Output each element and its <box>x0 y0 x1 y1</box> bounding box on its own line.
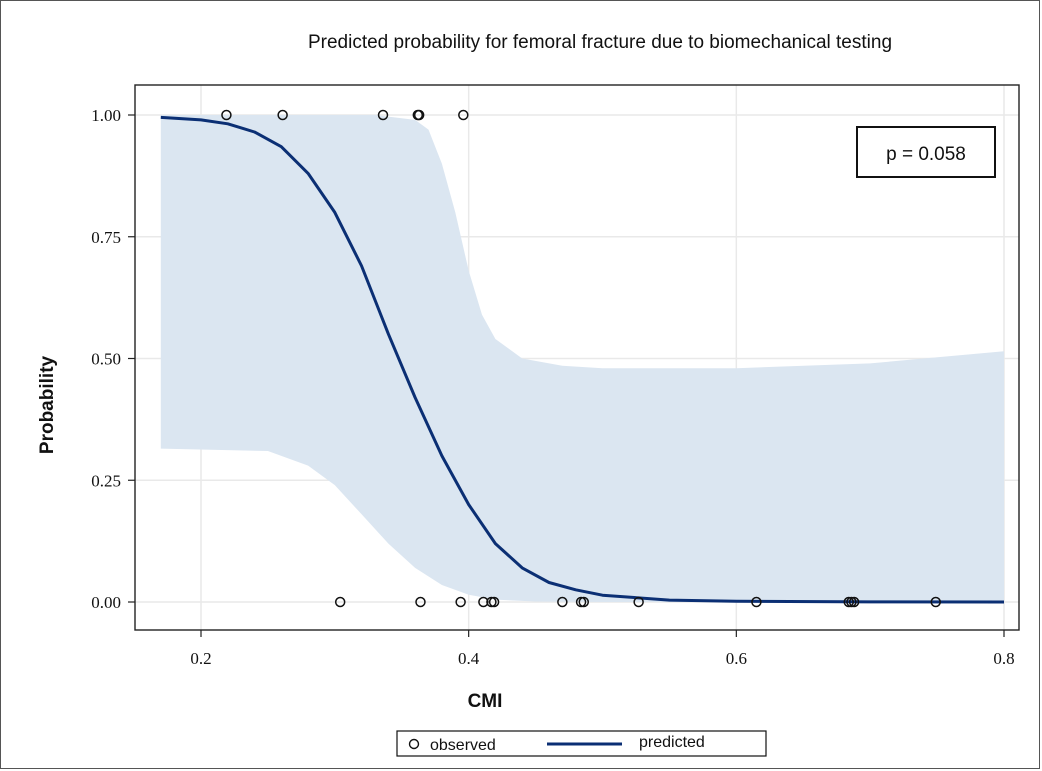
observed-point <box>221 109 232 121</box>
observed-point <box>557 596 568 608</box>
observed-point <box>578 596 590 608</box>
observed-point <box>478 596 489 608</box>
p-value-box <box>856 126 996 178</box>
observed-point <box>413 109 425 121</box>
observed-point <box>455 596 466 608</box>
legend-observed-marker <box>408 738 420 750</box>
p-value-annotation: p = 0.058 <box>856 126 996 178</box>
y-axis-label: Probability <box>37 355 58 454</box>
predicted-line <box>160 115 1005 604</box>
legend: observed predicted <box>396 730 767 757</box>
observed-point <box>334 596 346 608</box>
y-tick-label: 0.75 <box>91 228 121 247</box>
x-axis-label: CMI <box>468 691 503 712</box>
p-value-text: p = 0.058 <box>886 144 966 165</box>
observed-point <box>848 596 860 608</box>
observed-point <box>633 596 644 608</box>
chart-title: Predicted probability for femoral fractu… <box>308 32 892 53</box>
x-tick-label: 0.6 <box>726 649 747 668</box>
plot-area <box>135 85 1019 630</box>
observed-point <box>488 596 500 608</box>
observed-point <box>930 596 941 608</box>
x-tick-label: 0.4 <box>458 649 480 668</box>
plot-border <box>134 84 1020 631</box>
x-tick-label: 0.2 <box>190 649 211 668</box>
y-tick-label: 0.00 <box>91 593 121 612</box>
observed-point <box>458 109 469 121</box>
observed-point <box>415 596 426 608</box>
legend-predicted-label: predicted <box>639 734 705 751</box>
observed-point <box>277 109 288 121</box>
confidence-band <box>160 115 1005 602</box>
x-tick-label: 0.8 <box>993 649 1014 668</box>
legend-observed-label: observed <box>430 737 496 754</box>
observed-point <box>751 596 762 608</box>
axis-ticks: 0.2 0.4 0.6 0.8 0.00 0.25 0.50 0.75 1.00 <box>91 106 1014 668</box>
y-tick-label: 0.50 <box>91 350 121 369</box>
y-tick-label: 1.00 <box>91 106 121 125</box>
y-tick-label: 0.25 <box>91 471 121 490</box>
observed-point <box>377 109 389 121</box>
